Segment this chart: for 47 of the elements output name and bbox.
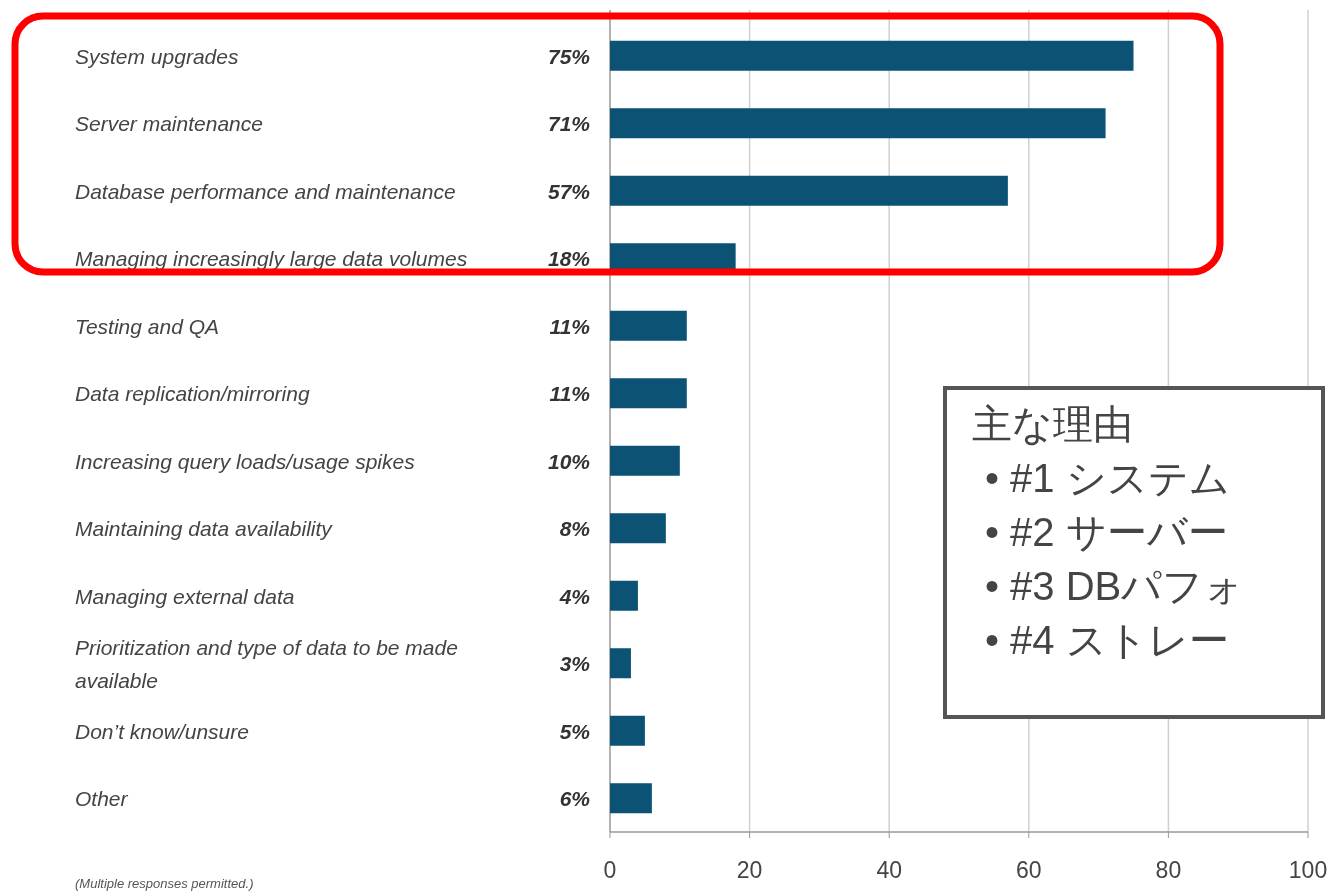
y-tick-label: Testing and QA [75,314,219,338]
data-label: 71% [547,112,591,136]
bar [610,310,687,341]
bar [610,513,666,544]
bar [610,445,680,476]
y-tick-label: Other [75,787,129,811]
data-label: 57% [547,179,591,203]
x-tick-label: 0 [603,857,617,883]
data-label: 11% [549,382,591,406]
x-tick-label: 60 [1016,857,1042,883]
y-tick-label: Managing increasingly large data volumes [75,247,468,271]
data-label: 75% [547,44,591,68]
y-tick-label: Increasing query loads/usage spikes [75,449,416,473]
y-tick-label: Data replication/mirroring [75,382,310,406]
data-label: 5% [559,719,591,743]
bar [610,783,652,814]
x-tick-label: 40 [876,857,902,883]
data-label: 11% [549,314,591,338]
data-label: 8% [559,517,591,541]
y-tick-label: Maintaining data availability [75,517,334,541]
bar [610,715,645,746]
y-tick-label: Prioritization and type of data to be made available [75,636,458,693]
data-label: 18% [547,247,591,271]
data-label: 10% [547,449,591,473]
y-tick-label: Don’t know/unsure [75,719,249,743]
data-label: 3% [559,652,591,676]
data-label: 6% [559,787,591,811]
x-tick-label: 20 [736,857,763,883]
annotation: • #2 サーバー [985,510,1228,554]
annotation: • #4 ストレー [985,618,1229,662]
y-tick-label: Database performance and maintenance [75,179,456,203]
annotation: 主な理由 [972,402,1133,446]
bar [610,40,1134,71]
annotation: • #3 DBパフォ [985,564,1245,608]
y-tick-label: Managing external data [75,584,295,608]
y-tick-label: Server maintenance [75,112,263,136]
data-label: 4% [558,584,591,608]
bar [610,648,631,679]
x-tick-label: 80 [1155,857,1182,883]
y-tick-label: System upgrades [75,44,239,68]
text: (Multiple responses permitted.) [75,876,254,891]
bar [610,580,638,611]
bar [610,378,687,409]
x-tick-label: 100 [1288,857,1328,883]
bar [610,108,1106,139]
bar [610,175,1008,206]
annotation: • #1 システム [985,456,1230,500]
